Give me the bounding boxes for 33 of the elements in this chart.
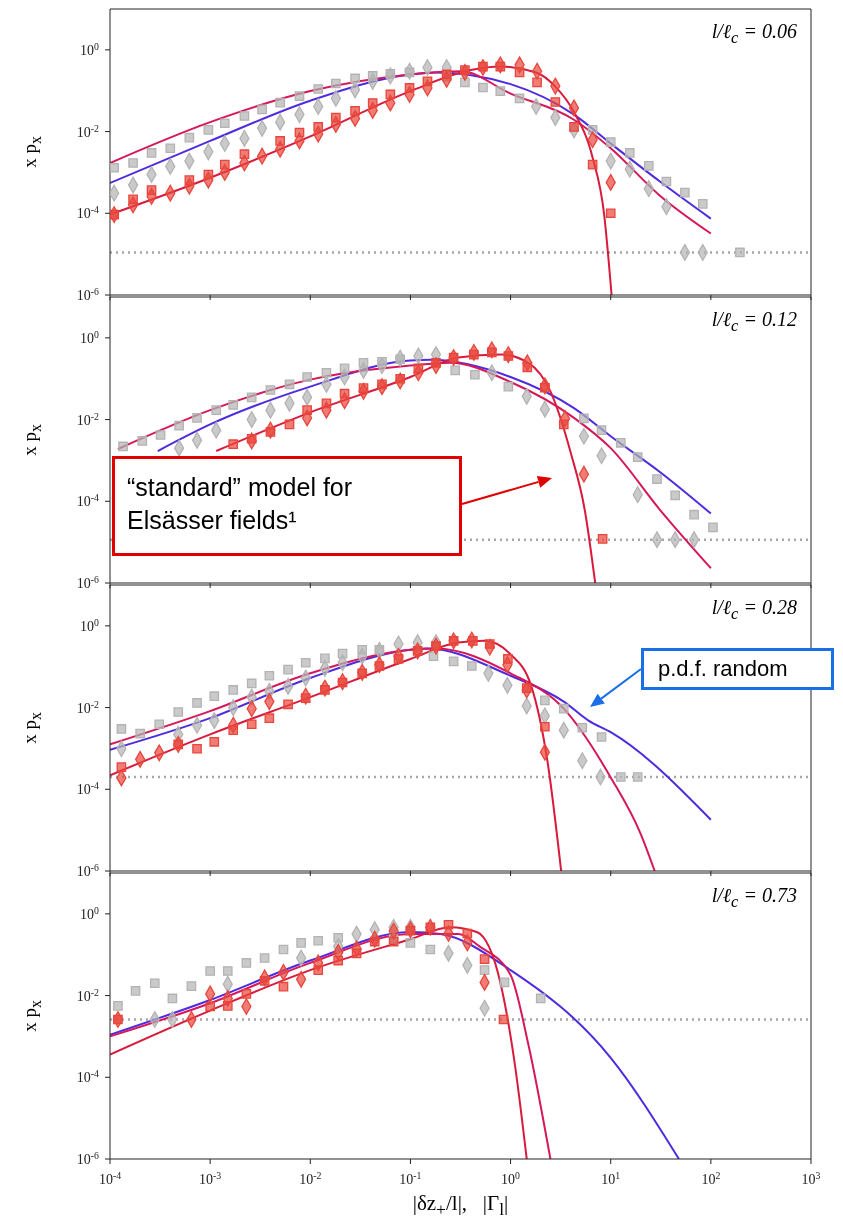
y-tick-label: 10$^{-2}$ [76, 698, 100, 716]
text: l/ℓ$_{c}$ = 0.12 [711, 308, 797, 336]
x-tick-label: 10$^{3}$ [801, 1169, 821, 1187]
y-tick-label: 10$^{0}$ [80, 616, 100, 634]
y-tick-label: 10$^{-6}$ [76, 285, 100, 303]
x-tick-label: 10$^{0}$ [501, 1169, 521, 1187]
y-tick-label: 10$^{-4}$ [76, 203, 100, 222]
x-tick-label: 10$^{-2}$ [299, 1169, 322, 1187]
annotation: “standard” model for Elsässer fields¹ [127, 472, 354, 536]
x-tick-label: 10$^{-1}$ [399, 1169, 422, 1187]
y-tick-label: 10$^{0}$ [80, 904, 100, 922]
callout-box: “standard” model for Elsässer fields¹ [112, 456, 462, 556]
y-tick-label: 10$^{-2}$ [76, 986, 100, 1004]
text: l/ℓ$_{c}$ = 0.06 [711, 20, 797, 48]
y-tick-label: 10$^{-2}$ [76, 122, 100, 140]
y-tick-label: 10$^{-4}$ [76, 779, 100, 798]
x-tick-label: 10$^{-4}$ [98, 1169, 122, 1187]
callout-box: p.d.f. random [641, 648, 834, 690]
x-tick-label: 10$^{-3}$ [199, 1169, 222, 1187]
y-tick-label: 10$^{0}$ [80, 40, 100, 58]
y-tick-label: 10$^{-2}$ [76, 410, 100, 428]
y-tick-label: 10$^{0}$ [80, 328, 100, 346]
annotation: p.d.f. random [658, 654, 788, 683]
y-tick-label: 10$^{-6}$ [76, 861, 100, 879]
text: l/ℓ$_{c}$ = 0.28 [711, 596, 797, 624]
y-tick-label: 10$^{-6}$ [76, 573, 100, 591]
x-axis-title: |δz$_{+}$/l|, |Γ$_{l}$| [411, 1191, 510, 1221]
text: l/ℓ$_{c}$ = 0.73 [711, 884, 797, 912]
x-tick-label: 10$^{1}$ [601, 1169, 621, 1187]
y-tick-label: 10$^{-4}$ [76, 491, 100, 510]
x-tick-label: 10$^{2}$ [701, 1169, 721, 1187]
y-tick-label: 10$^{-6}$ [76, 1149, 100, 1167]
y-tick-label: 10$^{-4}$ [76, 1067, 100, 1086]
